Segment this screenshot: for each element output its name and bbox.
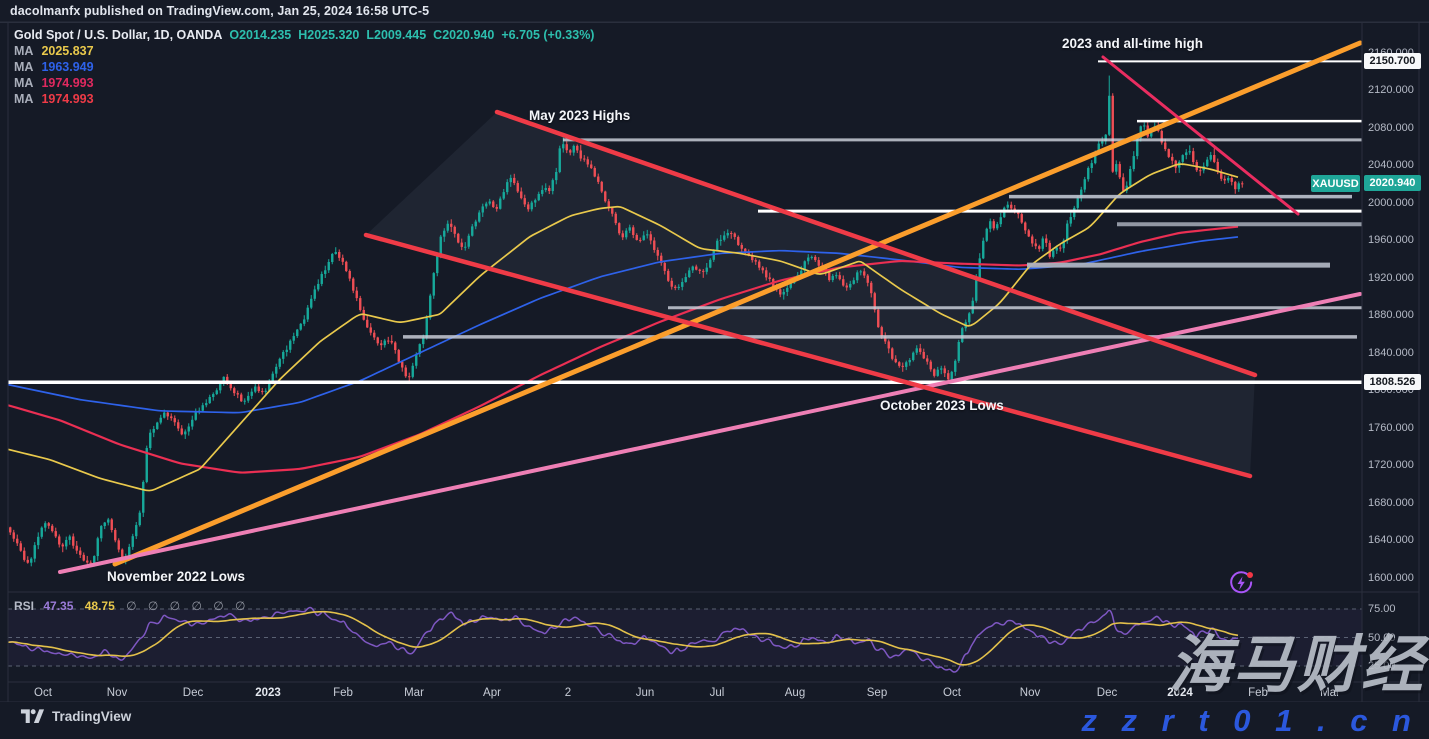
rsi-tick: 75.00 xyxy=(1368,603,1396,615)
time-tick-feb: Feb xyxy=(1248,687,1268,699)
price-badge-ath: 2150.700 xyxy=(1364,53,1421,70)
time-tick-apr: Apr xyxy=(483,687,501,699)
rsi-empty-values: ∅ ∅ ∅ ∅ ∅ ∅ xyxy=(126,599,250,613)
time-tick-nov: Nov xyxy=(1019,687,1041,699)
footer-bar: TradingView xyxy=(0,702,1429,739)
rsi-tick: 25.00 xyxy=(1368,660,1396,672)
last-price-badge: 2020.940 xyxy=(1364,175,1421,192)
tradingview-brand-text: TradingView xyxy=(52,709,132,724)
price-tick: 1960.000 xyxy=(1368,234,1414,247)
ma-label: MA xyxy=(14,60,34,74)
ma-legend-row-0: MA 2025.837 xyxy=(14,43,594,59)
symbol-name-badge: XAUUSD xyxy=(1311,175,1360,193)
price-tick: 1920.000 xyxy=(1368,271,1414,284)
time-tick-aug: Aug xyxy=(784,687,806,699)
ma-value: 1974.993 xyxy=(41,76,94,90)
annotation-1: May 2023 Highs xyxy=(529,108,631,123)
tradingview-mark-icon xyxy=(20,709,45,723)
rsi-ma-value: 48.75 xyxy=(84,599,115,613)
ohlc-value-c: C2020.940 xyxy=(433,28,495,42)
annotation-3: November 2022 Lows xyxy=(107,569,246,584)
ma-legend-row-1: MA 1963.949 xyxy=(14,59,594,75)
time-tick-mar: Mar xyxy=(404,687,424,699)
price-tick: 2080.000 xyxy=(1368,121,1414,134)
ma-legend-row-2: MA 1974.993 xyxy=(14,75,594,91)
ma-label: MA xyxy=(14,92,34,106)
price-tick: 1720.000 xyxy=(1368,459,1414,472)
ohlc-values: O2014.235 H2025.320 L2009.445 C2020.940 xyxy=(222,28,494,42)
ma-label: MA xyxy=(14,76,34,90)
ma-value: 1974.993 xyxy=(41,92,94,106)
change-value: +6.705 (+0.33%) xyxy=(501,28,595,42)
time-tick-dec: Dec xyxy=(1096,687,1118,699)
annotation-0: 2023 and all-time high xyxy=(1062,36,1204,51)
price-tick: 1680.000 xyxy=(1368,496,1414,509)
rsi-value: 47.35 xyxy=(43,599,74,613)
rsi-label: RSI xyxy=(14,599,35,613)
annotation-2: October 2023 Lows xyxy=(880,398,1004,413)
time-tick-mar: Mar xyxy=(1320,687,1340,699)
time-tick-jul: Jul xyxy=(709,687,725,699)
notification-dot xyxy=(1247,572,1253,578)
watermark-cn: 海马财经 xyxy=(1168,631,1425,700)
ohlc-value-h: H2025.320 xyxy=(298,28,360,42)
rsi-legend: RSI 47.35 48.75 ∅ ∅ ∅ ∅ ∅ ∅ xyxy=(14,599,250,613)
ma-value: 2025.837 xyxy=(41,44,94,58)
rsi-tick: 50.00 xyxy=(1368,631,1396,644)
price-tick: 1840.000 xyxy=(1368,346,1414,359)
price-tick: 1600.000 xyxy=(1368,571,1414,584)
time-tick-2023: 2023 xyxy=(255,687,281,699)
ma-legend-row-3: MA 1974.993 xyxy=(14,91,594,107)
price-tick: 1640.000 xyxy=(1368,534,1414,547)
time-tick-2024: 2024 xyxy=(1167,687,1193,699)
ohlc-value-l: L2009.445 xyxy=(366,28,427,42)
time-tick-nov: Nov xyxy=(106,687,128,699)
ma-value: 1963.949 xyxy=(41,60,94,74)
ma-label: MA xyxy=(14,44,34,58)
price-tick: 2000.000 xyxy=(1368,196,1414,209)
time-tick-jun: Jun xyxy=(635,687,655,699)
symbol-legend: Gold Spot / U.S. Dollar, 1D, OANDA O2014.… xyxy=(14,27,594,107)
time-tick-sep: Sep xyxy=(866,687,888,699)
symbol-title: Gold Spot / U.S. Dollar, 1D, OANDA xyxy=(14,28,223,42)
ohlc-value-o: O2014.235 xyxy=(229,28,292,42)
tradingview-logo[interactable]: TradingView xyxy=(20,708,131,725)
price-tick: 1880.000 xyxy=(1368,309,1414,322)
watermark-url: z z r t 0 1 . c n xyxy=(1081,703,1419,738)
price-tick: 1760.000 xyxy=(1368,421,1414,434)
lightning-circle-icon xyxy=(1230,571,1253,594)
price-axis[interactable]: 2160.0002120.0002080.0002040.0002000.000… xyxy=(1363,22,1429,682)
price-tick: 2120.000 xyxy=(1368,84,1414,97)
flash-ideas-icon[interactable] xyxy=(1226,568,1256,598)
publish-info-text: dacolmanfx published on TradingView.com,… xyxy=(10,4,430,18)
time-tick-oct: Oct xyxy=(943,687,961,699)
ma-legend-rows: MA 2025.837 MA 1963.949 MA 1974.993 MA 1974.993 xyxy=(14,43,594,107)
time-tick-dec: Dec xyxy=(182,687,204,699)
time-tick-feb: Feb xyxy=(333,687,353,699)
legend-row-symbol: Gold Spot / U.S. Dollar, 1D, OANDA O2014.… xyxy=(14,27,594,43)
time-tick-2: 2 xyxy=(564,687,572,699)
price-badge-oct-low: 1808.526 xyxy=(1364,374,1421,391)
time-tick-oct: Oct xyxy=(34,687,52,699)
price-tick: 2040.000 xyxy=(1368,159,1414,172)
